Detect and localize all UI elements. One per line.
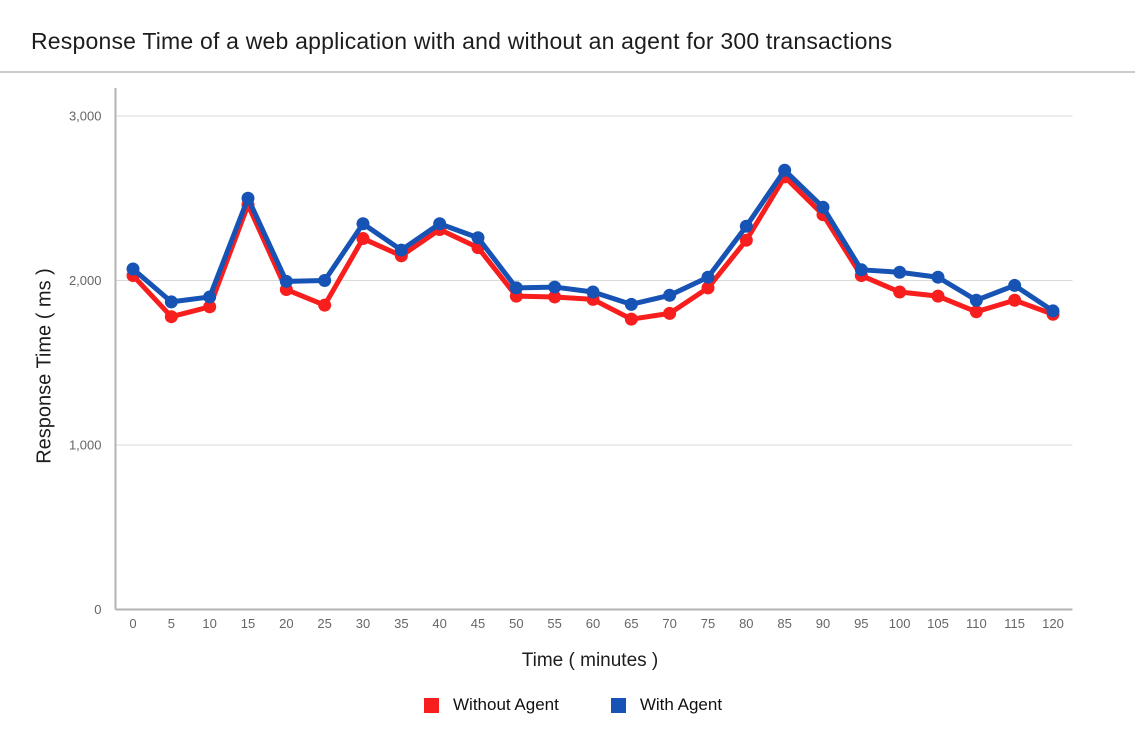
data-point-with-agent[interactable] [1008, 278, 1022, 292]
data-point-with-agent[interactable] [893, 265, 907, 279]
x-tick-label: 70 [662, 616, 676, 631]
data-point-without-agent[interactable] [739, 233, 753, 247]
data-point-with-agent[interactable] [624, 297, 638, 311]
x-tick-label: 10 [202, 616, 216, 631]
data-point-with-agent[interactable] [854, 263, 868, 277]
data-point-without-agent[interactable] [164, 310, 178, 324]
data-point-with-agent[interactable] [663, 288, 677, 302]
data-point-with-agent[interactable] [548, 280, 562, 294]
y-tick-label: 3,000 [69, 109, 102, 124]
legend-item-without-agent[interactable]: Without Agent [424, 695, 559, 715]
data-point-without-agent[interactable] [203, 300, 217, 314]
legend: Without Agent With Agent [424, 695, 722, 715]
data-point-with-agent[interactable] [701, 270, 715, 284]
y-axis-title: Response Time ( ms ) [33, 268, 56, 464]
data-point-with-agent[interactable] [586, 285, 600, 299]
data-point-without-agent[interactable] [318, 298, 332, 312]
x-tick-label: 90 [816, 616, 830, 631]
x-tick-label: 120 [1042, 616, 1064, 631]
x-tick-label: 85 [777, 616, 791, 631]
data-point-without-agent[interactable] [1008, 293, 1022, 307]
legend-item-with-agent[interactable]: With Agent [610, 695, 723, 715]
y-tick-label: 2,000 [69, 273, 102, 288]
chart-title: Response Time of a web application with … [31, 28, 893, 54]
x-tick-label: 65 [624, 616, 638, 631]
data-point-with-agent[interactable] [203, 290, 217, 304]
data-point-with-agent[interactable] [241, 191, 255, 205]
data-point-without-agent[interactable] [969, 305, 983, 319]
data-point-with-agent[interactable] [931, 270, 945, 284]
x-tick-label: 75 [701, 616, 715, 631]
x-tick-label: 110 [966, 616, 987, 631]
y-tick-label: 0 [94, 602, 101, 617]
data-point-with-agent[interactable] [318, 274, 332, 287]
data-point-without-agent[interactable] [663, 306, 677, 320]
data-point-without-agent[interactable] [356, 232, 370, 246]
data-point-with-agent[interactable] [471, 231, 485, 245]
x-tick-label: 20 [279, 616, 293, 631]
x-tick-label: 100 [889, 616, 911, 631]
data-point-without-agent[interactable] [701, 281, 715, 295]
data-point-with-agent[interactable] [126, 262, 140, 276]
x-tick-label: 15 [241, 616, 255, 631]
data-point-with-agent[interactable] [433, 217, 447, 231]
data-point-with-agent[interactable] [394, 243, 408, 257]
x-tick-label: 25 [317, 616, 331, 631]
data-point-without-agent[interactable] [624, 312, 638, 326]
x-tick-label: 95 [854, 616, 868, 631]
data-point-without-agent[interactable] [548, 290, 562, 304]
x-tick-label: 35 [394, 616, 408, 631]
data-point-with-agent[interactable] [969, 293, 983, 307]
data-point-with-agent[interactable] [164, 295, 178, 309]
x-axis-title: Time ( minutes ) [521, 650, 659, 671]
data-point-without-agent[interactable] [893, 285, 907, 299]
legend-label-with-agent: With Agent [639, 695, 723, 714]
x-tick-label: 0 [129, 616, 136, 631]
data-point-with-agent[interactable] [509, 281, 523, 295]
x-tick-label: 55 [547, 616, 561, 631]
legend-swatch-with-agent [610, 697, 626, 713]
data-point-with-agent[interactable] [778, 163, 792, 177]
x-tick-label: 40 [432, 616, 446, 631]
x-tick-label: 80 [739, 616, 753, 631]
x-tick-label: 5 [168, 616, 175, 631]
data-point-with-agent[interactable] [356, 217, 370, 231]
data-point-with-agent[interactable] [739, 219, 753, 233]
x-tick-label: 45 [471, 616, 485, 631]
x-tick-label: 30 [356, 616, 370, 631]
data-point-with-agent[interactable] [1046, 304, 1060, 318]
y-tick-label: 1,000 [69, 438, 102, 453]
data-point-with-agent[interactable] [816, 200, 830, 214]
x-tick-label: 115 [1004, 616, 1025, 631]
data-point-without-agent[interactable] [931, 289, 945, 303]
x-tick-label: 50 [509, 616, 523, 631]
legend-swatch-without-agent [424, 697, 439, 713]
legend-label-without-agent: Without Agent [453, 695, 559, 714]
data-point-with-agent[interactable] [279, 274, 293, 288]
title-divider [0, 71, 1135, 73]
x-tick-label: 60 [586, 616, 600, 631]
x-tick-label: 105 [927, 616, 949, 631]
